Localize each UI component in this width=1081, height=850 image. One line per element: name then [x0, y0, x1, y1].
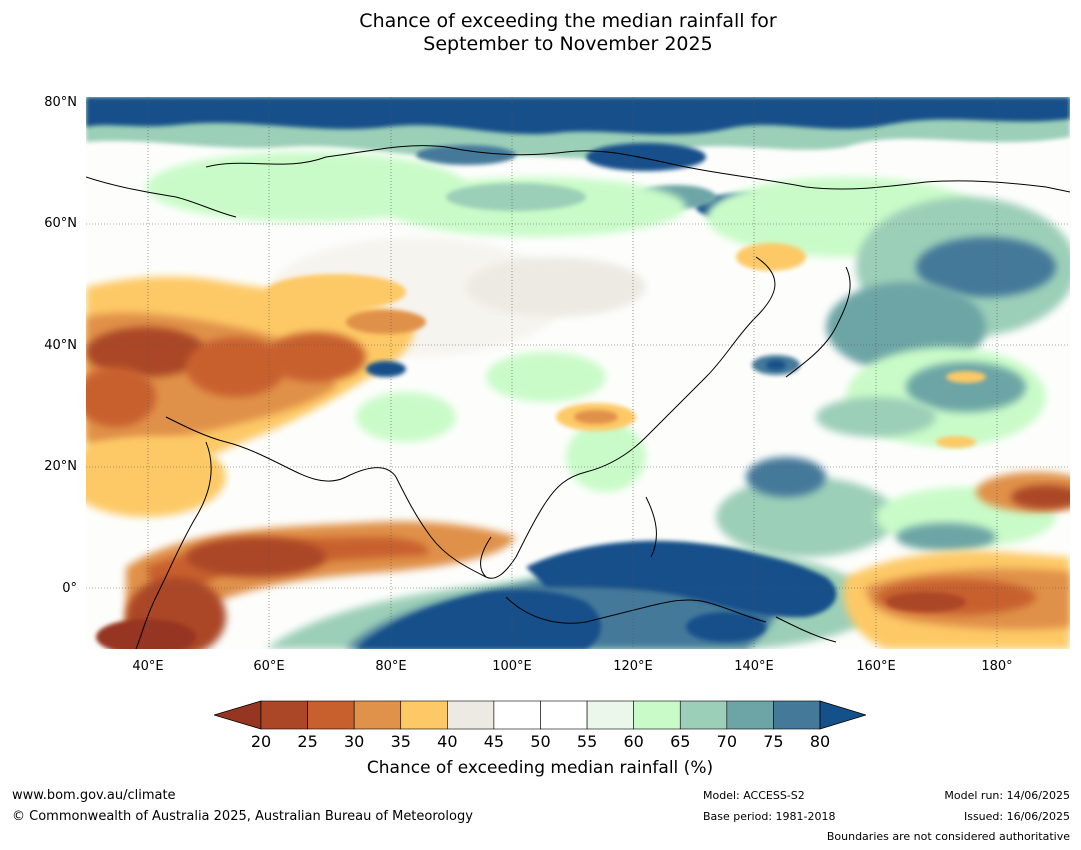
colorbar-cell [260, 700, 308, 730]
footer-url[interactable]: www.bom.gov.au/climate [12, 788, 176, 803]
lat-label-0: 0° [62, 581, 77, 596]
colorbar-label: Chance of exceeding median rainfall (%) [366, 758, 714, 778]
lon-label-60e: 60°E [253, 659, 285, 674]
map-title: Chance of exceeding the median rainfall … [0, 10, 1081, 56]
colorbar-cell [307, 700, 355, 730]
footer-copyright: © Commonwealth of Australia 2025, Austra… [12, 809, 473, 824]
lon-label-100e: 100°E [492, 659, 532, 674]
lat-label-20n: 20°N [44, 459, 77, 474]
colorbar-cell [447, 700, 495, 730]
lon-label-160e: 160°E [856, 659, 896, 674]
colorbar-cells [260, 700, 821, 730]
colorbar-tick-label: 75 [763, 732, 784, 751]
colorbar-tick-label: 50 [530, 732, 551, 751]
colorbar-tick-label: 80 [809, 732, 831, 751]
footer-disclaimer: Boundaries are not considered authoritat… [826, 830, 1070, 843]
title-line-1: Chance of exceeding the median rainfall … [359, 10, 777, 32]
lon-label-120e: 120°E [613, 659, 653, 674]
lat-label-40n: 40°N [44, 338, 77, 353]
map-gridlines [86, 97, 1070, 649]
colorbar [214, 700, 866, 730]
lat-label-80n: 80°N [44, 95, 77, 110]
colorbar-cell [633, 700, 681, 730]
colorbar-tick-label: 70 [716, 732, 737, 751]
rainfall-field [86, 97, 1070, 649]
colorbar-tick-label: 35 [390, 732, 411, 751]
colorbar-tick-label: 55 [576, 732, 598, 751]
coastlines [86, 145, 1070, 649]
rainfall-map-svg [86, 97, 1070, 649]
footer-model-run: Model run: 14/06/2025 [944, 789, 1070, 802]
colorbar-tick-label: 65 [670, 732, 691, 751]
colorbar-tick-label: 20 [250, 732, 272, 751]
colorbar-tick-label: 25 [297, 732, 318, 751]
colorbar-under-arrow [214, 700, 262, 730]
title-line-2: September to November 2025 [423, 33, 713, 55]
colorbar-cell [726, 700, 774, 730]
lon-label-140e: 140°E [734, 659, 774, 674]
lon-label-180: 180° [981, 659, 1013, 674]
footer-base-period: Base period: 1981-2018 [703, 810, 836, 823]
footer-issued: Issued: 16/06/2025 [963, 810, 1070, 823]
lon-label-40e: 40°E [132, 659, 164, 674]
colorbar-tick-label: 60 [623, 732, 644, 751]
lon-label-80e: 80°E [375, 659, 407, 674]
colorbar-cell [540, 700, 588, 730]
colorbar-over-arrow [819, 700, 866, 730]
lat-label-60n: 60°N [44, 216, 77, 231]
rainfall-map [86, 97, 1070, 649]
footer-model: Model: ACCESS-S2 [703, 789, 805, 802]
colorbar-tick-label: 30 [343, 732, 365, 751]
colorbar-tick-label: 45 [483, 732, 505, 751]
colorbar-cell [679, 700, 728, 730]
colorbar-cell [493, 700, 541, 730]
colorbar-cell [773, 700, 821, 730]
colorbar-cell [400, 700, 448, 730]
colorbar-tick-label: 40 [437, 732, 458, 751]
colorbar-cell [353, 700, 402, 730]
colorbar-cell [586, 700, 634, 730]
